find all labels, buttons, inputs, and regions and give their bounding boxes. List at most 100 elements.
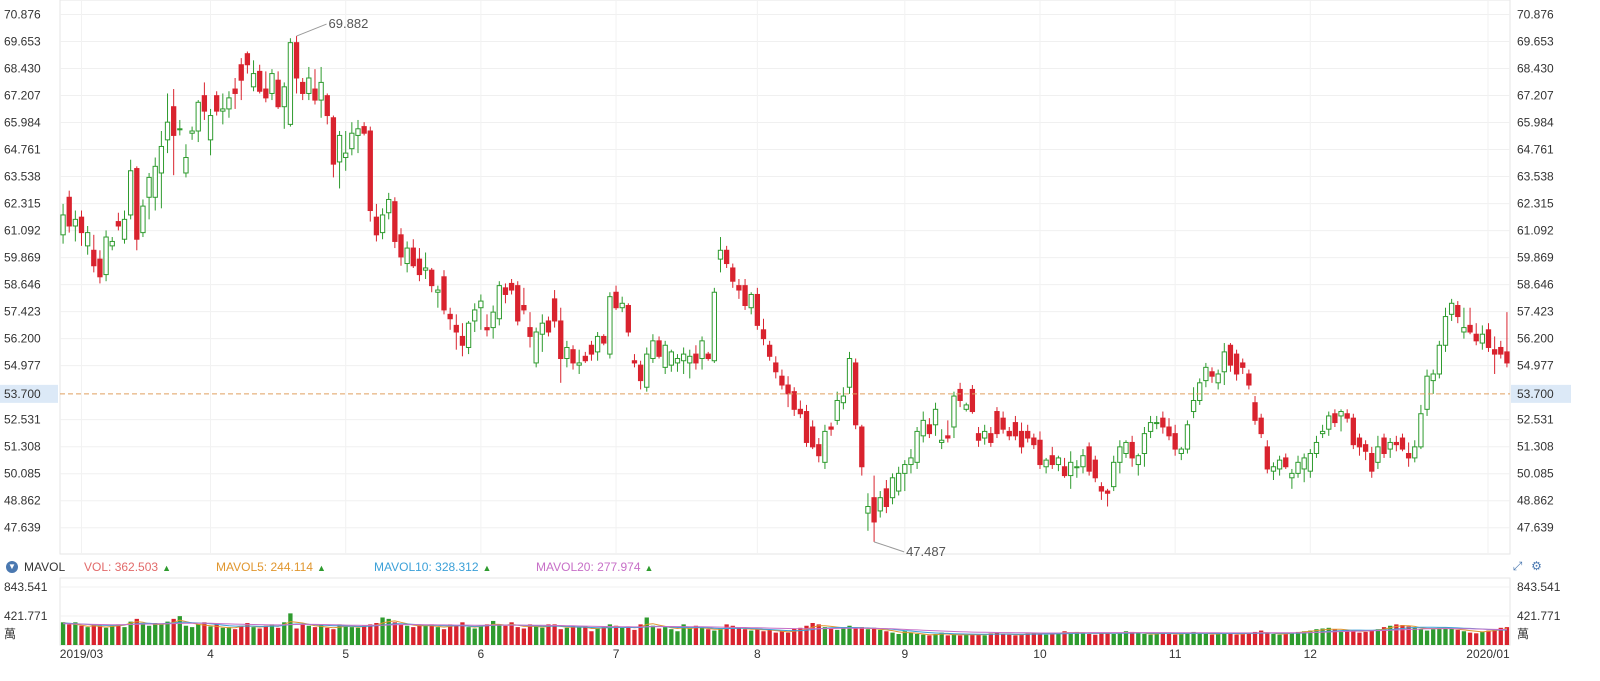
volume-bar bbox=[349, 627, 354, 645]
volume-bar bbox=[804, 625, 809, 645]
candle bbox=[373, 203, 380, 242]
volume-bar bbox=[484, 624, 490, 645]
volume-bar bbox=[712, 630, 717, 645]
candle-body bbox=[619, 302, 625, 309]
candle bbox=[779, 369, 785, 390]
candle bbox=[1479, 325, 1486, 350]
volume-bar bbox=[853, 628, 858, 645]
volume-bar bbox=[245, 622, 250, 645]
price-axis-right: 70.876 69.653 68.430 67.207 65.984 64.761 63.5… bbox=[1517, 7, 1554, 534]
candle bbox=[392, 197, 398, 249]
candle-body bbox=[1043, 459, 1049, 468]
volume-bar bbox=[263, 625, 268, 645]
candle-body bbox=[939, 439, 945, 443]
volume-bar bbox=[1185, 632, 1190, 645]
expand-icon[interactable]: ⤢ bbox=[1512, 559, 1523, 573]
candle bbox=[773, 356, 779, 379]
volume-bar bbox=[1467, 632, 1473, 645]
candle bbox=[1399, 433, 1406, 452]
x-tick-label: 7 bbox=[613, 647, 620, 661]
volume-bar bbox=[1148, 634, 1153, 645]
volume-bar bbox=[546, 624, 551, 645]
candle-body bbox=[631, 360, 638, 364]
candle bbox=[1270, 462, 1277, 481]
volume-bar bbox=[337, 624, 342, 645]
price-tick-label: 48.862 bbox=[1517, 494, 1554, 508]
volume-bar bbox=[1314, 629, 1319, 645]
volume-bar bbox=[1338, 630, 1344, 645]
candle-body bbox=[103, 236, 109, 276]
candle-body bbox=[232, 88, 238, 94]
candle bbox=[109, 237, 115, 251]
gear-icon[interactable]: ⚙ bbox=[1531, 559, 1542, 573]
candle bbox=[631, 354, 638, 368]
volume-bar bbox=[503, 625, 508, 645]
candle bbox=[1283, 453, 1289, 469]
candle bbox=[1461, 307, 1467, 339]
up-arrow-icon: ▲ bbox=[162, 563, 172, 573]
volume-bar bbox=[1283, 633, 1288, 645]
volume-bar bbox=[1234, 634, 1239, 645]
volume-bar bbox=[810, 622, 815, 645]
candle bbox=[1129, 435, 1135, 467]
volume-bar bbox=[1019, 633, 1024, 645]
candle-body bbox=[1092, 459, 1098, 479]
candle bbox=[1338, 409, 1344, 432]
candle-body bbox=[244, 53, 251, 66]
price-tick-label: 59.869 bbox=[4, 251, 41, 265]
candle-body bbox=[410, 247, 416, 267]
volume-bar bbox=[466, 627, 471, 645]
volume-bar bbox=[951, 633, 957, 645]
candle-body bbox=[527, 327, 533, 337]
candle-body bbox=[840, 395, 847, 404]
candle bbox=[1000, 411, 1006, 434]
volume-bar bbox=[110, 625, 115, 645]
candle bbox=[1258, 413, 1264, 439]
candle bbox=[1436, 340, 1442, 379]
candle-body bbox=[779, 375, 785, 386]
candle bbox=[951, 391, 957, 439]
candle bbox=[736, 279, 742, 299]
volume-bar bbox=[1216, 633, 1221, 645]
collapse-indicator-icon[interactable]: ▼ bbox=[6, 561, 18, 573]
volume-bar bbox=[1418, 629, 1424, 645]
candle bbox=[1485, 323, 1492, 352]
volume-bar bbox=[527, 624, 533, 645]
candle-body bbox=[1369, 452, 1375, 472]
candle-body bbox=[613, 291, 619, 309]
volume-bar bbox=[417, 624, 422, 645]
volume-bar bbox=[730, 625, 735, 645]
candle bbox=[404, 241, 410, 273]
candle-body bbox=[1080, 455, 1086, 468]
candle bbox=[1264, 440, 1270, 474]
candle-body bbox=[674, 358, 681, 364]
volume-bar bbox=[497, 624, 502, 645]
candle bbox=[349, 122, 355, 156]
volume-bar bbox=[312, 627, 318, 645]
candle bbox=[1227, 343, 1234, 372]
candle-body bbox=[1258, 417, 1264, 435]
candle bbox=[263, 71, 269, 103]
candle-body bbox=[1025, 430, 1031, 439]
candle bbox=[140, 199, 146, 238]
volume-bar bbox=[1271, 633, 1276, 645]
candle-body bbox=[601, 335, 607, 344]
candle bbox=[662, 340, 668, 374]
candle bbox=[1405, 442, 1412, 467]
volume-bar bbox=[976, 633, 981, 645]
volume-bar bbox=[1007, 634, 1012, 645]
candle-body bbox=[1276, 459, 1283, 470]
candle bbox=[1491, 336, 1498, 374]
candle bbox=[1018, 422, 1025, 454]
price-tick-label: 68.430 bbox=[4, 61, 41, 75]
candle bbox=[742, 279, 748, 310]
candle-body bbox=[705, 353, 711, 360]
candle bbox=[1387, 438, 1393, 458]
candle-body bbox=[828, 426, 834, 430]
candle bbox=[588, 340, 595, 361]
candle bbox=[1498, 340, 1504, 359]
volume-bar bbox=[1461, 631, 1467, 645]
candle bbox=[963, 402, 969, 412]
volume-bar bbox=[153, 622, 158, 645]
candle bbox=[896, 466, 902, 496]
